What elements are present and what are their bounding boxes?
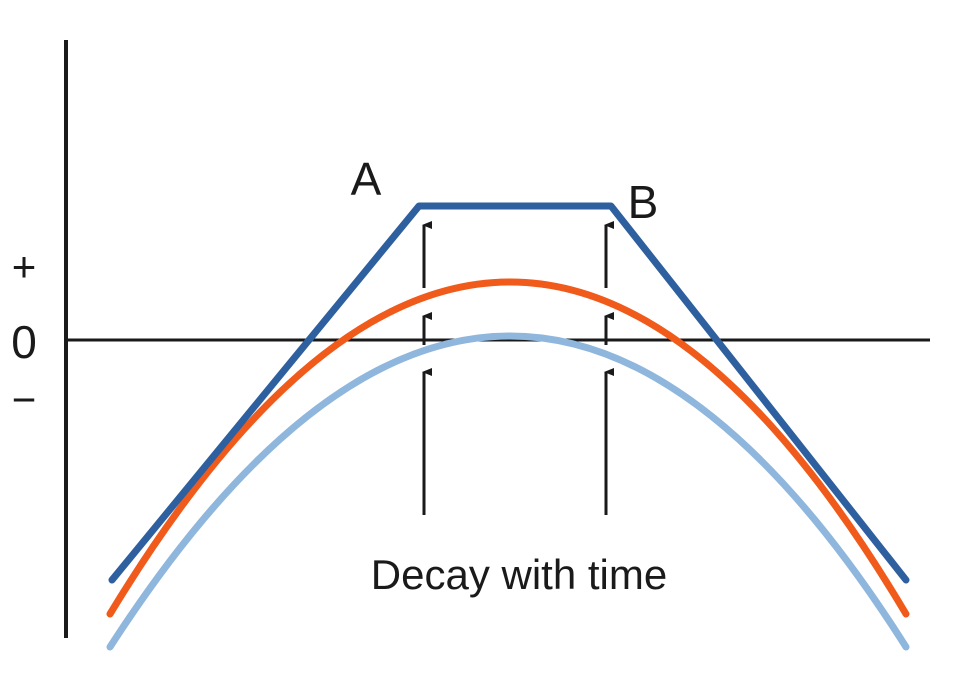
plus-label: + <box>12 243 37 290</box>
curve-orange <box>106 278 910 618</box>
curve-dark-blue-plateau <box>108 202 910 584</box>
zero-label: 0 <box>11 316 37 368</box>
minus-label: − <box>12 376 37 423</box>
curve-light-blue <box>106 332 910 651</box>
point-label-b: B <box>628 176 659 228</box>
point-label-a: A <box>351 153 382 205</box>
decay-caption: Decay with time <box>371 551 667 598</box>
